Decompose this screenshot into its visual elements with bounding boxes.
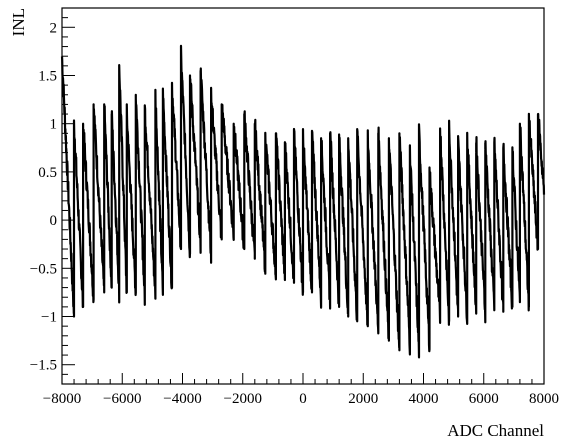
x-tick-label: 4000 (409, 391, 439, 407)
x-tick-label: −6000 (103, 391, 141, 407)
y-axis-ticks: −1.5 −1 −0.5 0 0.5 1 1.5 2 (30, 17, 75, 375)
y-tick-label: −0.5 (30, 261, 57, 277)
y-tick-label: 0.5 (38, 165, 57, 181)
y-tick-label: 1 (50, 117, 58, 133)
y-tick-label: 2 (50, 20, 58, 36)
x-tick-label: 0 (299, 391, 307, 407)
x-axis-ticks: −8000 −6000 −4000 −2000 0 2000 4000 6000 8000 (43, 373, 559, 407)
x-tick-label: −4000 (163, 391, 201, 407)
y-tick-label: −1 (41, 310, 57, 326)
y-tick-label: 0 (50, 213, 58, 229)
x-tick-label: 2000 (348, 391, 378, 407)
x-tick-label: 8000 (529, 391, 559, 407)
inl-series-line (60, 44, 546, 359)
y-tick-label: −1.5 (30, 358, 57, 374)
x-tick-label: −8000 (43, 391, 81, 407)
y-axis-label: INL (9, 8, 28, 36)
x-tick-label: −2000 (224, 391, 262, 407)
y-tick-label: 1.5 (38, 68, 57, 84)
x-axis-label: ADC Channel (447, 421, 544, 440)
x-tick-label: 6000 (469, 391, 499, 407)
